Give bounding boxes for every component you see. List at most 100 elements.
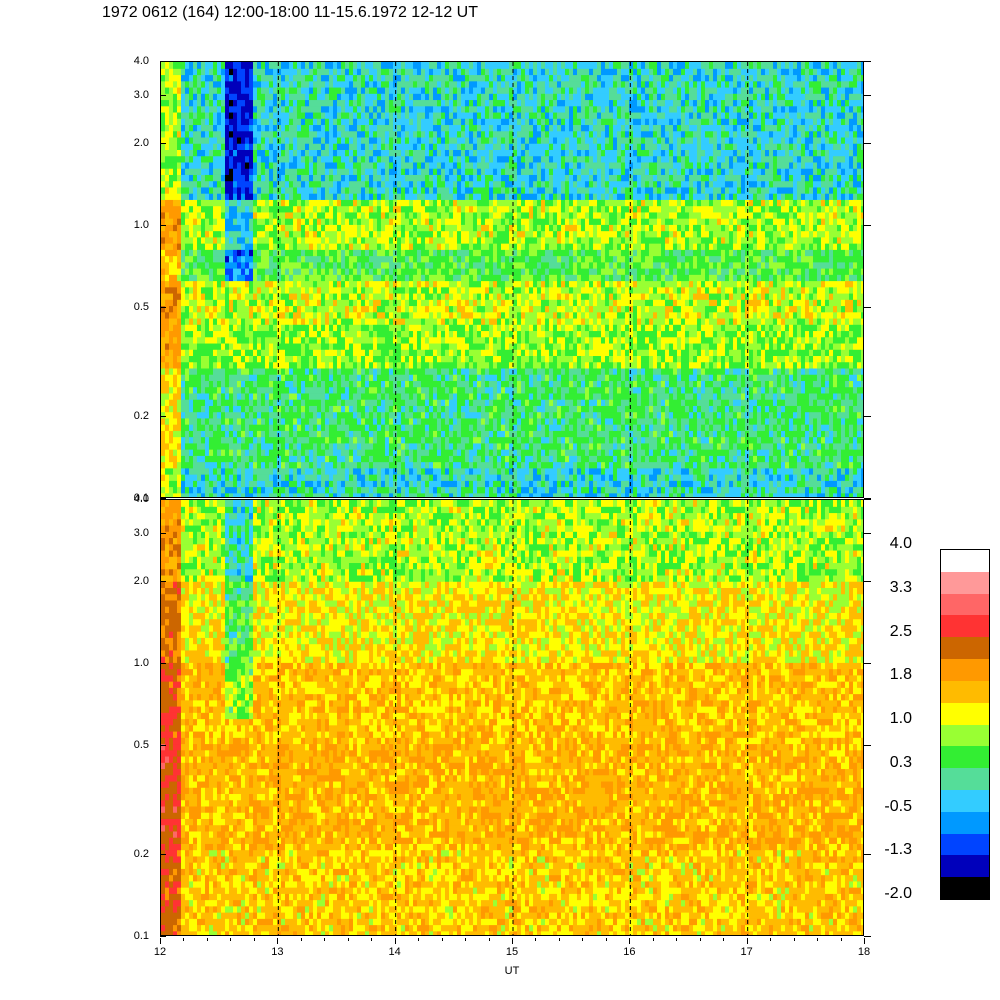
spectrogram-cell [317, 324, 322, 332]
spectrogram-cell [165, 243, 170, 250]
spectrogram-cell [353, 405, 358, 413]
spectrogram-cell [369, 193, 374, 200]
spectrogram-cell [221, 486, 226, 494]
spectrogram-cell [273, 480, 278, 488]
spectrogram-cell [377, 211, 382, 219]
spectrogram-cell [421, 205, 426, 213]
spectrogram-cell [201, 174, 206, 182]
spectrogram-cell [425, 143, 430, 150]
spectrogram-cell [169, 211, 174, 219]
spectrogram-cell [165, 455, 170, 463]
spectrogram-cell [389, 399, 394, 406]
spectrogram-cell [277, 361, 282, 369]
spectrogram-cell [181, 286, 186, 294]
spectrogram-cell [333, 174, 338, 182]
spectrogram-cell [185, 336, 190, 344]
spectrogram-cell [169, 274, 174, 282]
spectrogram-cell [261, 330, 266, 338]
spectrogram-cell [429, 186, 434, 194]
spectrogram-cell [393, 442, 398, 450]
spectrogram-cell [241, 236, 246, 244]
spectrogram-cell [257, 155, 262, 163]
spectrogram-cell [265, 355, 270, 363]
spectrogram-cell [429, 130, 434, 138]
spectrogram-cell [253, 205, 258, 213]
spectrogram-cell [297, 399, 302, 406]
spectrogram-cell [437, 367, 442, 375]
spectrogram-cell [241, 455, 246, 463]
spectrogram-cell [293, 124, 298, 132]
spectrogram-cell [293, 461, 298, 469]
spectrogram-cell [385, 342, 390, 350]
spectrogram-cell [409, 361, 414, 369]
spectrogram-cell [393, 105, 398, 113]
spectrogram-cell [437, 374, 442, 381]
spectrogram-cell [309, 449, 314, 456]
spectrogram-cell [365, 205, 370, 213]
spectrogram-cell [225, 174, 230, 182]
spectrogram-cell [309, 417, 314, 425]
spectrogram-cell [201, 442, 206, 450]
spectrogram-cell [369, 62, 374, 69]
spectrogram-cell [273, 455, 278, 463]
spectrogram-cell [329, 80, 334, 88]
spectrogram-cell [297, 349, 302, 357]
spectrogram-cell [273, 86, 278, 94]
spectrogram-cell [265, 118, 270, 126]
spectrogram-cell [369, 236, 374, 244]
spectrogram-cell [301, 361, 306, 369]
spectrogram-cell [389, 218, 394, 225]
spectrogram-cell [269, 130, 274, 138]
spectrogram-cell [357, 93, 362, 101]
spectrogram-cell [377, 149, 382, 157]
spectrogram-cell [165, 174, 170, 182]
spectrogram-cell [181, 218, 186, 225]
spectrogram-cell [261, 286, 266, 294]
spectrogram-cell [325, 218, 330, 225]
spectrogram-cell [169, 292, 174, 300]
spectrogram-cell [377, 199, 382, 207]
spectrogram-cell [249, 211, 254, 219]
spectrogram-cell [253, 268, 258, 275]
spectrogram-cell [409, 317, 414, 325]
spectrogram-cell [273, 299, 278, 307]
spectrogram-cell [397, 68, 402, 76]
spectrogram-cell [245, 186, 250, 194]
spectrogram-cell [433, 455, 438, 463]
spectrogram-cell [209, 243, 214, 250]
spectrogram-cell [445, 442, 450, 450]
spectrogram-cell [161, 261, 166, 269]
spectrogram-cell [209, 105, 214, 113]
spectrogram-cell [433, 392, 438, 400]
spectrogram-cell [281, 305, 286, 313]
spectrogram-cell [265, 480, 270, 488]
spectrogram-cell [165, 349, 170, 357]
spectrogram-cell [353, 417, 358, 425]
spectrogram-cell [213, 467, 218, 475]
spectrogram-cell [249, 180, 254, 188]
spectrogram-cell [233, 243, 238, 250]
spectrogram-cell [361, 374, 366, 381]
spectrogram-cell [421, 186, 426, 194]
spectrogram-cell [421, 143, 426, 150]
spectrogram-cell [401, 205, 406, 213]
spectrogram-cell [197, 380, 202, 388]
spectrogram-cell [425, 168, 430, 175]
spectrogram-cell [285, 180, 290, 188]
spectrogram-cell [165, 274, 170, 282]
spectrogram-cell [189, 342, 194, 350]
spectrogram-cell [381, 80, 386, 88]
spectrogram-cell [401, 118, 406, 126]
spectrogram-cell [325, 155, 330, 163]
spectrogram-cell [445, 417, 450, 425]
spectrogram-cell [217, 355, 222, 363]
spectrogram-cell [193, 299, 198, 307]
spectrogram-cell [205, 111, 210, 119]
spectrogram-cell [193, 86, 198, 94]
spectrogram-cell [353, 380, 358, 388]
spectrogram-cell [425, 161, 430, 169]
spectrogram-cell [325, 324, 330, 332]
spectrogram-cell [213, 324, 218, 332]
spectrogram-cell [381, 399, 386, 406]
spectrogram-cell [401, 149, 406, 157]
